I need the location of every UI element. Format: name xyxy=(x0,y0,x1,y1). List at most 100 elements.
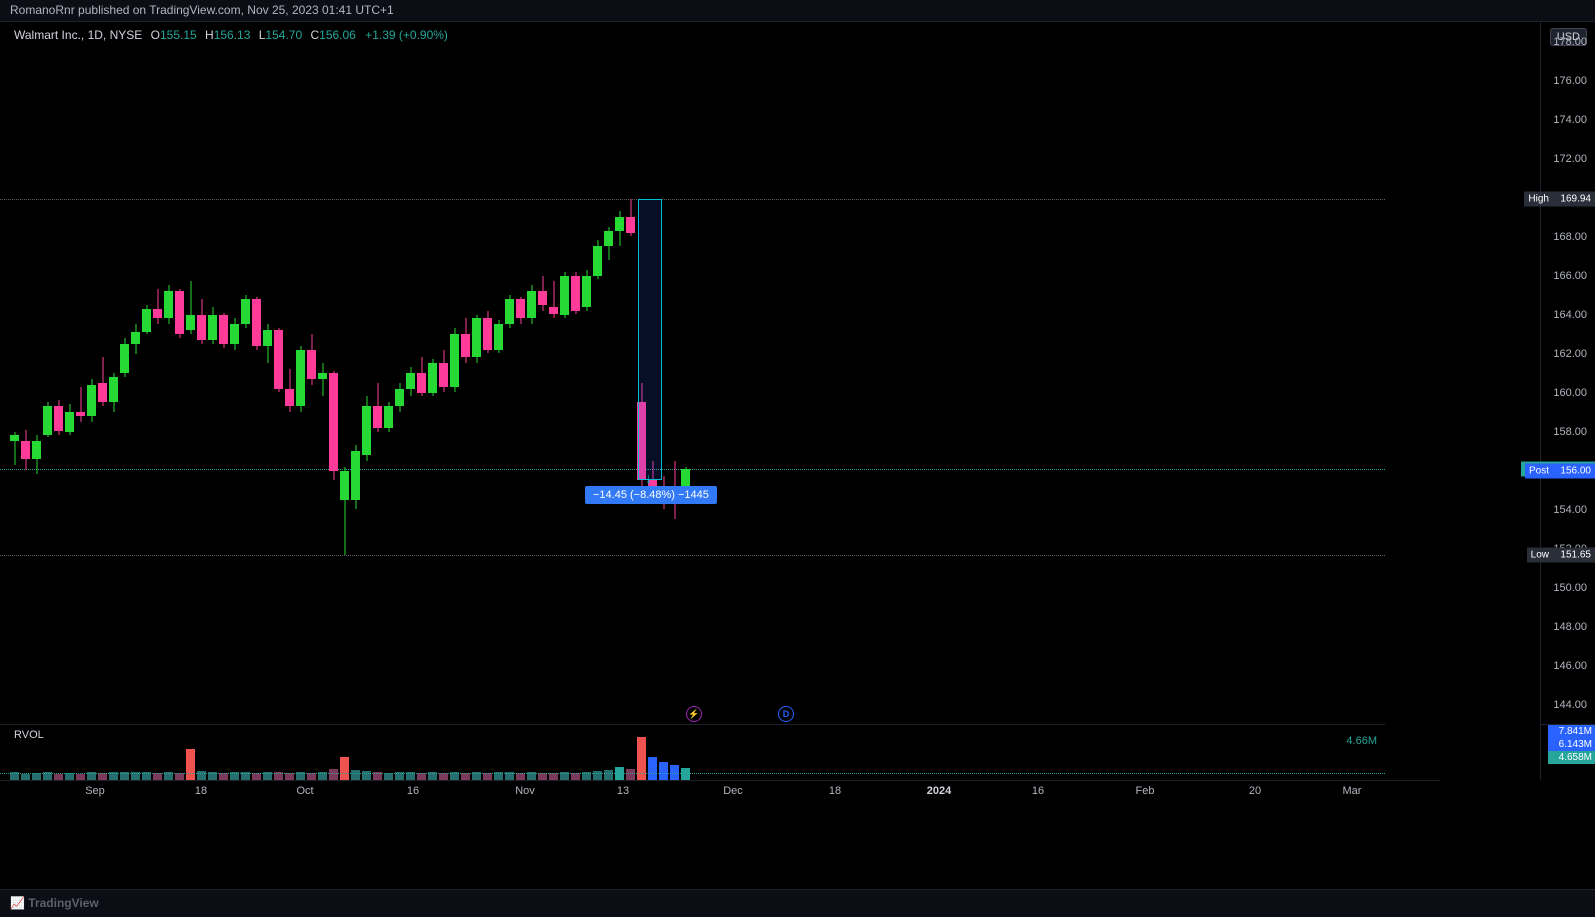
volume-bar xyxy=(626,769,635,781)
x-tick: Sep xyxy=(85,785,105,797)
candle xyxy=(87,22,96,724)
rvol-label: RVOL xyxy=(14,729,44,741)
candle xyxy=(175,22,184,724)
candle xyxy=(549,22,558,724)
candle xyxy=(340,22,349,724)
volume-bar xyxy=(604,770,613,780)
volume-tag: 6.143M xyxy=(1548,738,1595,751)
footer: 📈 TradingView xyxy=(0,889,1595,917)
candle xyxy=(230,22,239,724)
y-tick: 176.00 xyxy=(1553,75,1587,87)
event-icon[interactable]: D xyxy=(778,706,794,722)
candle xyxy=(208,22,217,724)
volume-bar xyxy=(417,773,426,780)
ohlc-low: 154.70 xyxy=(265,28,302,42)
volume-bar xyxy=(340,757,349,780)
candle xyxy=(428,22,437,724)
candle xyxy=(65,22,74,724)
x-tick: 13 xyxy=(617,785,629,797)
measure-box[interactable] xyxy=(638,199,662,481)
ohlc-open: 155.15 xyxy=(160,28,197,42)
volume-bar xyxy=(571,773,580,780)
candle xyxy=(615,22,624,724)
time-axis[interactable]: Sep18Oct16Nov13Dec18202416Feb20Mar xyxy=(0,780,1440,804)
candle xyxy=(285,22,294,724)
candle xyxy=(505,22,514,724)
y-tick: 168.00 xyxy=(1553,231,1587,243)
candle xyxy=(164,22,173,724)
y-tick: 154.00 xyxy=(1553,504,1587,516)
candle xyxy=(582,22,591,724)
candle xyxy=(461,22,470,724)
candle xyxy=(153,22,162,724)
chart-title: Walmart Inc., 1D, NYSE O155.15 H156.13 L… xyxy=(14,28,448,42)
candle xyxy=(109,22,118,724)
y-tick: 178.00 xyxy=(1553,36,1587,48)
volume-tag: 7.841M xyxy=(1548,725,1595,738)
volume-bar xyxy=(538,773,547,780)
ohlc-close: 156.06 xyxy=(319,28,356,42)
arrow-down-icon: ↓ xyxy=(645,470,652,486)
candle xyxy=(439,22,448,724)
candle xyxy=(417,22,426,724)
candle xyxy=(593,22,602,724)
candle xyxy=(186,22,195,724)
x-tick: 20 xyxy=(1249,785,1261,797)
publish-date: Nov 25, 2023 01:41 UTC+1 xyxy=(247,3,393,17)
volume-bar xyxy=(483,773,492,780)
volume-panel[interactable]: RVOL 4.66M xyxy=(0,724,1385,780)
volume-baseline xyxy=(0,773,1385,774)
candle xyxy=(120,22,129,724)
candle xyxy=(406,22,415,724)
candle xyxy=(494,22,503,724)
y-tick: 164.00 xyxy=(1553,309,1587,321)
x-tick: Mar xyxy=(1343,785,1362,797)
candle xyxy=(670,22,679,724)
candle xyxy=(21,22,30,724)
candle xyxy=(538,22,547,724)
y-tick: 150.00 xyxy=(1553,582,1587,594)
candle xyxy=(571,22,580,724)
x-tick: Oct xyxy=(296,785,313,797)
rvol-value: 4.66M xyxy=(1346,735,1377,747)
candle xyxy=(626,22,635,724)
price-axis[interactable]: USD 178.00176.00174.00172.00170.00168.00… xyxy=(1540,22,1595,724)
symbol-name: Walmart Inc. xyxy=(14,28,81,42)
event-icon[interactable]: ⚡ xyxy=(686,706,702,722)
candle xyxy=(307,22,316,724)
ohlc-high: 156.13 xyxy=(214,28,251,42)
candle xyxy=(527,22,536,724)
candle xyxy=(142,22,151,724)
candle xyxy=(373,22,382,724)
candle xyxy=(318,22,327,724)
volume-bar xyxy=(439,773,448,780)
ohlc-change: +1.39 (+0.90%) xyxy=(365,28,448,42)
volume-bar xyxy=(681,768,690,780)
candle xyxy=(274,22,283,724)
candle xyxy=(98,22,107,724)
candle xyxy=(76,22,85,724)
candle xyxy=(241,22,250,724)
x-tick: 16 xyxy=(407,785,419,797)
candle xyxy=(296,22,305,724)
x-tick: Dec xyxy=(723,785,743,797)
candle xyxy=(219,22,228,724)
candle xyxy=(362,22,371,724)
candle xyxy=(252,22,261,724)
candle xyxy=(560,22,569,724)
volume-bar xyxy=(186,749,195,780)
x-tick: Nov xyxy=(515,785,535,797)
volume-bar xyxy=(175,773,184,780)
y-tick: 160.00 xyxy=(1553,387,1587,399)
candle xyxy=(516,22,525,724)
volume-axis[interactable]: 7.841M6.143M4.658M xyxy=(1540,724,1595,780)
candle xyxy=(329,22,338,724)
candle xyxy=(54,22,63,724)
price-tag: High169.94 xyxy=(1524,191,1595,206)
volume-bar xyxy=(307,773,316,780)
candle xyxy=(384,22,393,724)
x-tick: 18 xyxy=(829,785,841,797)
price-chart[interactable]: ↓−14.45 (−8.48%) −1445⚡D xyxy=(0,22,1385,724)
y-tick: 146.00 xyxy=(1553,660,1587,672)
x-tick: 18 xyxy=(195,785,207,797)
